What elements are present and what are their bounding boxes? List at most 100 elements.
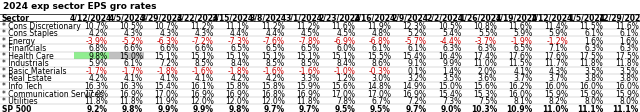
Text: 6.7%: 6.7% [372,96,391,105]
Text: 6.5%: 6.5% [230,44,250,53]
Text: * Communication Services: * Communication Services [2,89,103,98]
Bar [145,74,180,82]
Text: 0.1%: 0.1% [407,66,426,75]
Text: 3.3%: 3.3% [301,74,320,83]
Bar [605,30,640,37]
Text: 8.2%: 8.2% [549,96,568,105]
Text: 15.5%: 15.5% [367,51,391,60]
Text: 6.1%: 6.1% [407,44,426,53]
Text: 16.1%: 16.1% [190,81,214,90]
Bar [357,45,392,52]
Bar [145,67,180,74]
Text: 6.6%: 6.6% [159,44,179,53]
Text: 3.0%: 3.0% [372,74,391,83]
Text: 17.5%: 17.5% [579,51,604,60]
Bar [569,82,605,89]
Bar [569,37,605,45]
Text: 9.7%: 9.7% [264,104,285,112]
Text: 4.3%: 4.3% [548,66,568,75]
Text: 4.1%: 4.1% [124,74,143,83]
Bar [392,104,428,112]
Text: 2/2/2024: 2/2/2024 [427,14,464,23]
Text: 17.0%: 17.0% [154,89,179,98]
Bar [463,52,499,60]
Bar [109,67,145,74]
Bar [0,97,74,104]
Text: 1/12/2024: 1/12/2024 [531,14,573,23]
Bar [605,89,640,97]
Bar [109,15,145,22]
Bar [145,15,180,22]
Bar [392,45,428,52]
Text: 5.9%: 5.9% [513,29,532,38]
Bar [286,97,321,104]
Text: 9.7%: 9.7% [405,104,426,112]
Bar [499,15,534,22]
Text: 15.0%: 15.0% [119,51,143,60]
Bar [463,60,499,67]
Bar [392,82,428,89]
Bar [286,60,321,67]
Text: * Real Estate: * Real Estate [2,74,52,83]
Text: -4.4%: -4.4% [440,36,461,45]
Bar [180,104,215,112]
Text: 5.9%: 5.9% [88,59,108,68]
Text: 3.2%: 3.2% [407,74,426,83]
Text: 3.5%: 3.5% [620,66,639,75]
Text: -5.7%: -5.7% [404,36,426,45]
Text: 4.2%: 4.2% [88,29,108,38]
Bar [392,52,428,60]
Text: 16.9%: 16.9% [296,89,320,98]
Bar [0,67,74,74]
Text: 15.1%: 15.1% [190,51,214,60]
Bar [569,97,605,104]
Bar [605,15,640,22]
Text: 4.2%: 4.2% [230,74,250,83]
Text: 10.7%: 10.7% [84,21,108,30]
Bar [534,22,569,30]
Text: 15.4%: 15.4% [403,51,426,60]
Text: 15.8%: 15.8% [225,81,250,90]
Text: 15.6%: 15.6% [332,81,356,90]
Bar [74,52,109,60]
Text: 4.3%: 4.3% [195,29,214,38]
Text: 2/23/2024: 2/23/2024 [318,14,360,23]
Bar [357,74,392,82]
Text: 8.6%: 8.6% [372,59,391,68]
Text: 2/9/2024: 2/9/2024 [392,14,428,23]
Text: 7.8%: 7.8% [337,96,356,105]
Bar [569,89,605,97]
Bar [499,74,534,82]
Text: 4.3%: 4.3% [159,29,179,38]
Bar [392,22,428,30]
Bar [180,74,215,82]
Text: -7.6%: -7.6% [262,36,285,45]
Bar [534,60,569,67]
Text: 7.3%: 7.3% [442,96,461,105]
Text: 4.1%: 4.1% [513,66,532,75]
Text: 12.0%: 12.0% [225,96,250,105]
Text: -1.0%: -1.0% [333,66,356,75]
Text: 17.6%: 17.6% [544,51,568,60]
Text: * Financials: * Financials [2,44,46,53]
Text: 11.8%: 11.8% [580,59,604,68]
Bar [74,22,109,30]
Bar [74,30,109,37]
Text: 6.3%: 6.3% [584,44,604,53]
Text: 15.8%: 15.8% [261,81,285,90]
Bar [109,74,145,82]
Bar [180,60,215,67]
Text: 17.5%: 17.5% [614,51,639,60]
Bar [215,45,251,52]
Text: 9.5%: 9.5% [370,104,391,112]
Bar [534,37,569,45]
Text: 15.9%: 15.9% [579,89,604,98]
Bar [251,30,286,37]
Bar [74,37,109,45]
Text: 12/29/2023: 12/29/2023 [598,14,640,23]
Bar [499,52,534,60]
Text: 8.5%: 8.5% [266,59,285,68]
Text: 11.4%: 11.4% [544,21,568,30]
Text: 16.9%: 16.9% [119,89,143,98]
Text: 7.2%: 7.2% [159,59,179,68]
